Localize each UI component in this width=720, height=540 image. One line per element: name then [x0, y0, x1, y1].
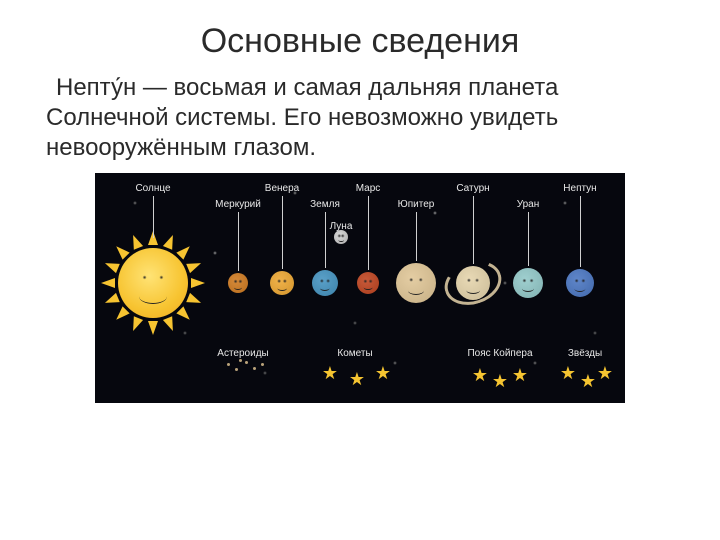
leader-line — [368, 196, 369, 270]
planet-venus — [270, 271, 294, 295]
planet-mercury — [228, 273, 248, 293]
label-stars: Звёзды — [568, 348, 602, 359]
leader-line — [473, 196, 474, 264]
label-moon: Луна — [330, 221, 353, 232]
planet-jupiter — [396, 263, 436, 303]
asteroid-dot — [239, 359, 242, 362]
label-earth: Земля — [310, 199, 340, 210]
leader-line — [416, 212, 417, 261]
leader-line — [528, 212, 529, 266]
solar-system-diagram: Солнце Меркурий Венера Земля Марс Юпитер Сатур… — [95, 173, 625, 403]
star-icon: ★ — [560, 364, 576, 382]
asteroid-dot — [235, 368, 238, 371]
leader-line — [580, 196, 581, 267]
moon — [334, 230, 348, 244]
leader-line — [153, 196, 154, 238]
star-icon: ★ — [597, 364, 613, 382]
star-icon: ★ — [472, 366, 488, 384]
star-icon: ★ — [580, 372, 596, 390]
asteroid-dot — [253, 367, 256, 370]
leader-line — [325, 212, 326, 268]
label-uranus: Уран — [517, 199, 540, 210]
label-asteroids: Астероиды — [217, 348, 268, 359]
label-neptune: Нептун — [563, 183, 596, 194]
asteroid-dot — [261, 363, 264, 366]
planet-uranus — [513, 268, 543, 298]
star-icon: ★ — [492, 372, 508, 390]
label-sun: Солнце — [135, 183, 170, 194]
label-saturn: Сатурн — [456, 183, 489, 194]
leader-line — [282, 196, 283, 269]
asteroid-dot — [245, 361, 248, 364]
label-jupiter: Юпитер — [398, 199, 435, 210]
star-icon: ★ — [512, 366, 528, 384]
label-venus: Венера — [265, 183, 299, 194]
planet-mars — [357, 272, 379, 294]
star-icon: ★ — [349, 370, 365, 388]
body-paragraph: Непту́н — восьмая и самая дальняя планет… — [46, 73, 674, 163]
asteroid-dot — [227, 363, 230, 366]
label-kuiper: Пояс Койпера — [467, 348, 532, 359]
label-comets: Кометы — [337, 348, 372, 359]
planet-earth — [312, 270, 338, 296]
label-mercury: Меркурий — [215, 199, 261, 210]
label-mars: Марс — [356, 183, 381, 194]
page-title: Основные сведения — [46, 22, 674, 61]
leader-line — [238, 212, 239, 271]
slide: Основные сведения Непту́н — восьмая и са… — [0, 0, 720, 403]
star-icon: ★ — [322, 364, 338, 382]
planet-neptune — [566, 269, 594, 297]
star-icon: ★ — [375, 364, 391, 382]
